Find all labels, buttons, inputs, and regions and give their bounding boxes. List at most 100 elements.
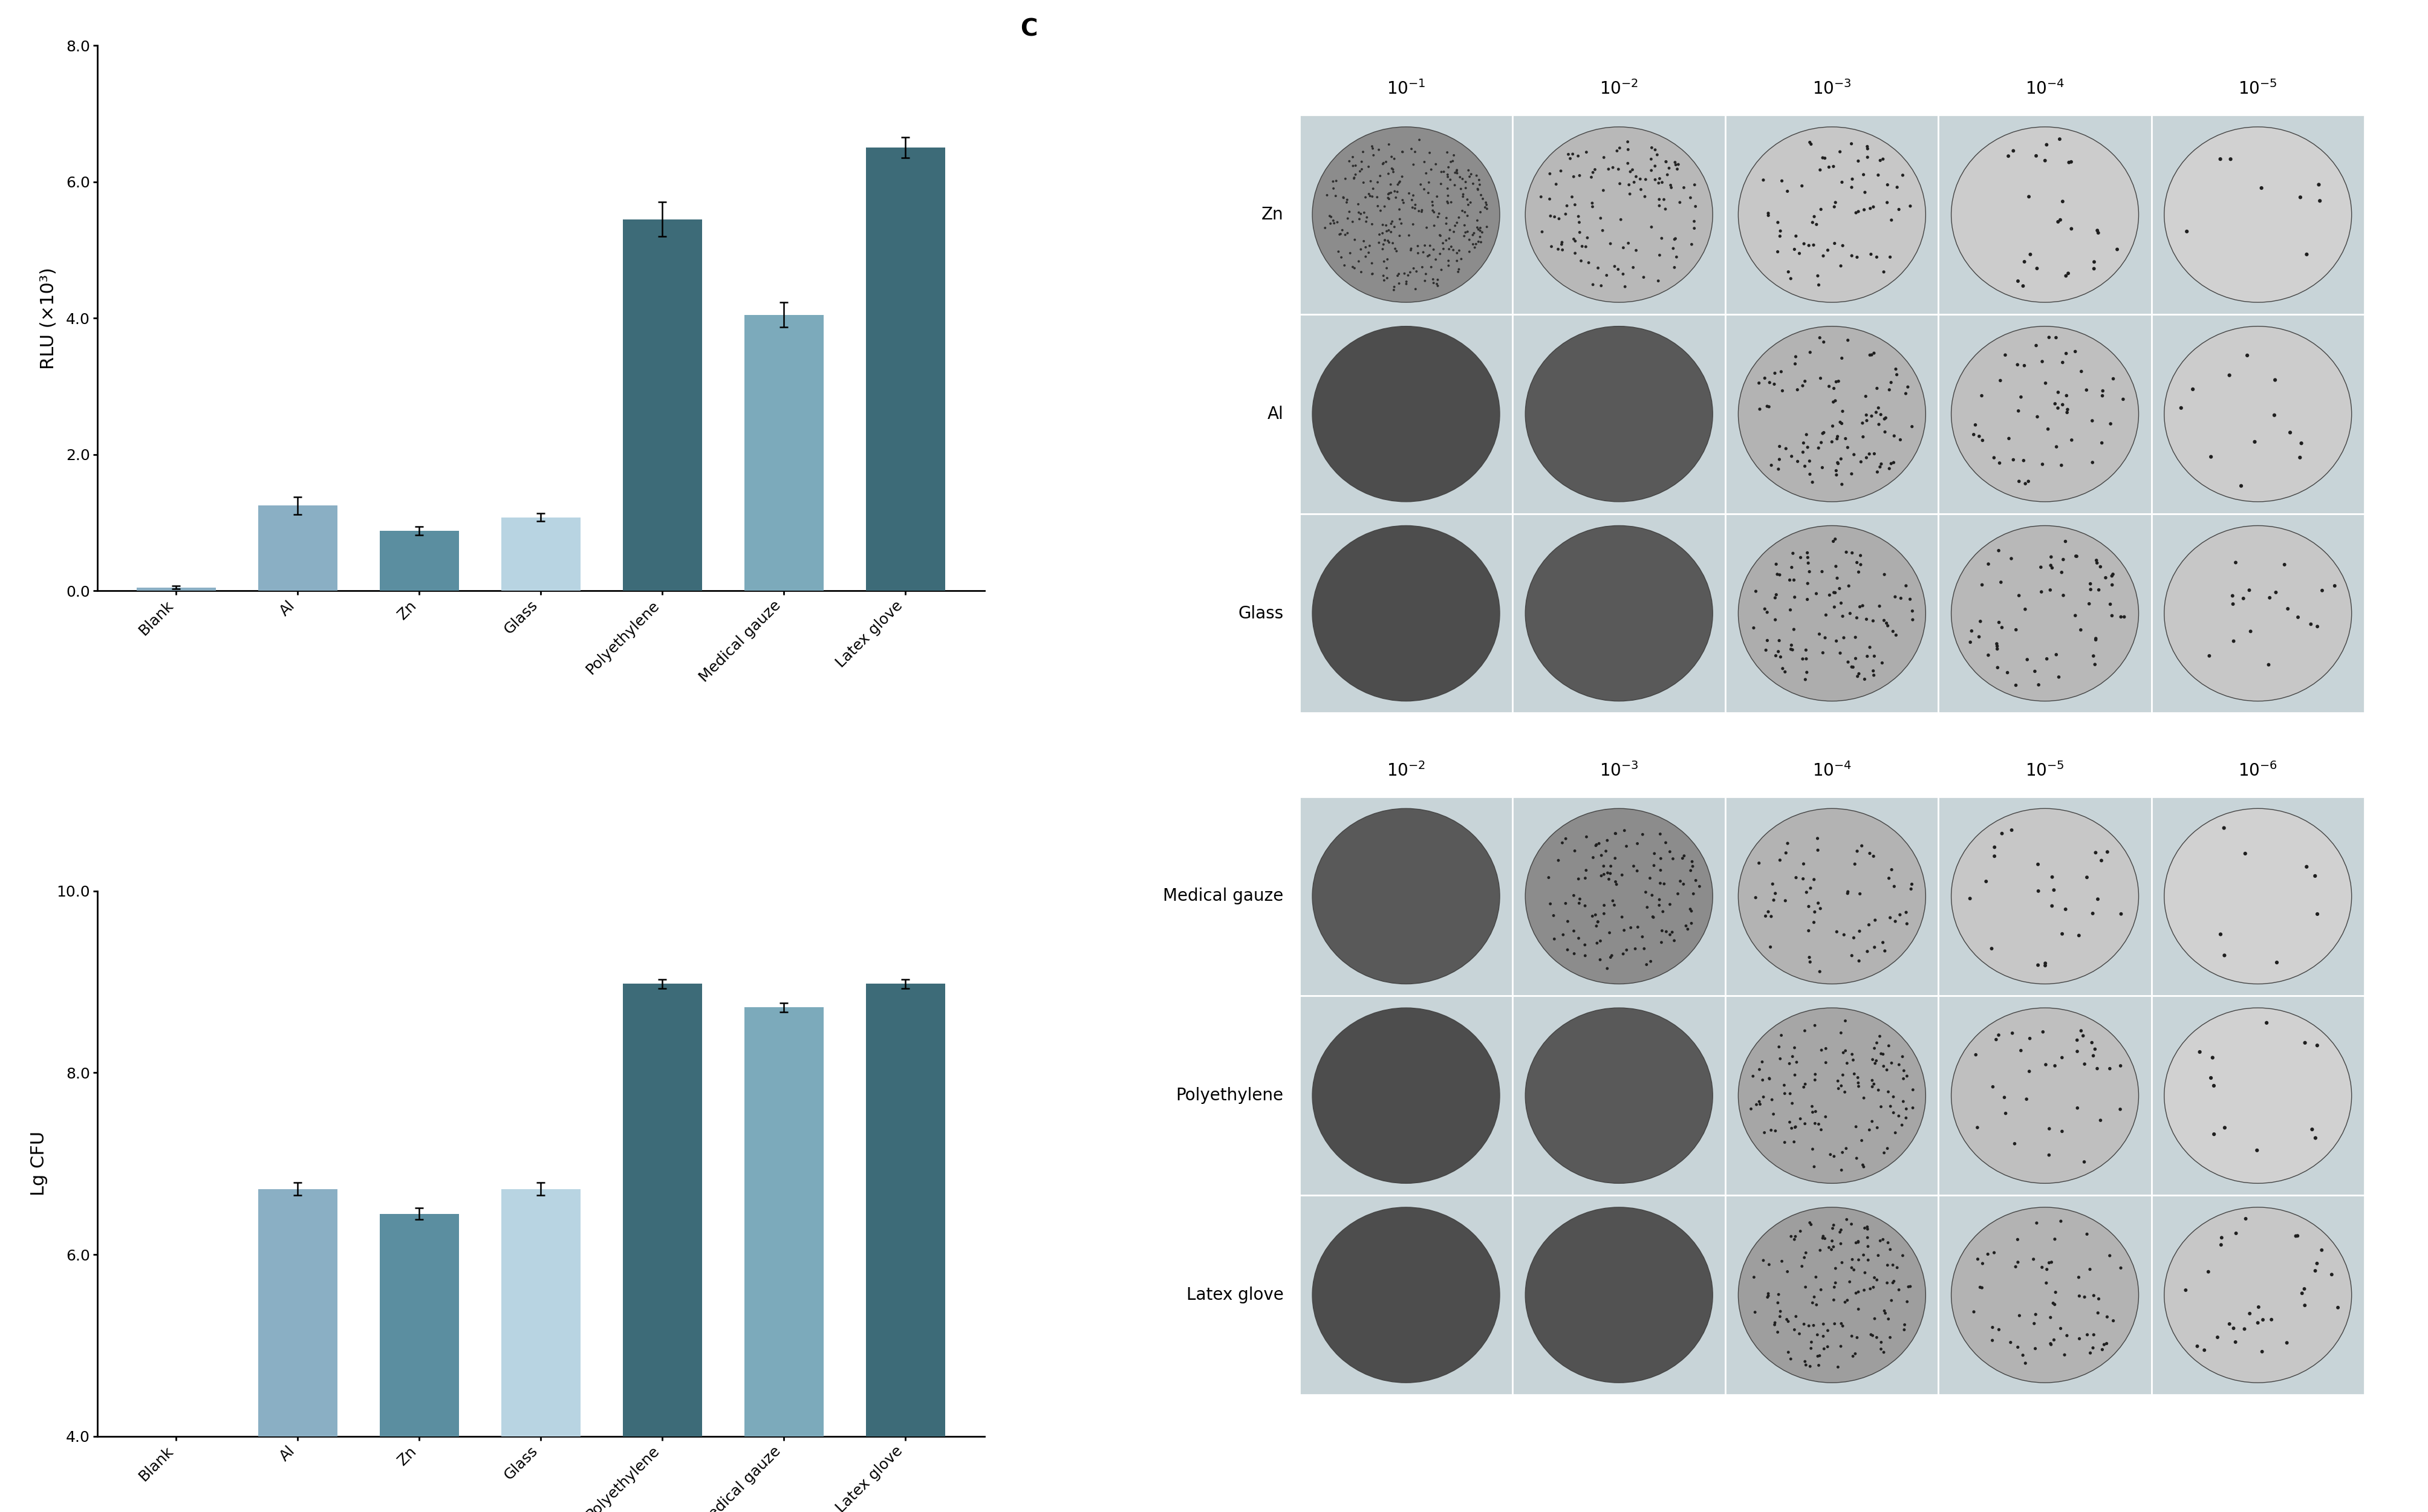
Point	[1568, 225, 1607, 249]
Point	[1789, 463, 1828, 487]
Point	[1855, 1036, 1894, 1060]
Point	[1867, 1137, 1906, 1161]
Point	[1394, 257, 1433, 281]
Point	[1857, 1116, 1896, 1140]
Point	[1326, 254, 1365, 278]
Point	[1629, 866, 1668, 891]
Point	[1785, 431, 1823, 455]
Point	[2285, 1293, 2324, 1317]
Point	[1612, 256, 1651, 280]
Point	[1348, 206, 1386, 230]
Point	[2037, 643, 2076, 667]
Point	[2066, 378, 2105, 402]
Point	[1836, 647, 1874, 671]
Point	[2081, 431, 2120, 455]
Point	[2035, 1054, 2074, 1078]
Point	[1581, 928, 1619, 953]
Point	[1442, 177, 1481, 201]
Point	[2010, 1027, 2049, 1051]
Point	[2292, 1117, 2331, 1142]
Point	[1894, 608, 1933, 632]
Point	[1760, 434, 1799, 458]
Point	[1343, 171, 1382, 195]
FancyBboxPatch shape	[1724, 996, 1938, 1196]
Text: Latex glove: Latex glove	[1185, 1287, 1284, 1303]
Point	[1578, 910, 1617, 934]
Point	[1775, 1063, 1814, 1087]
Point	[1836, 851, 1874, 875]
Point	[1433, 234, 1471, 259]
Point	[1675, 209, 1714, 233]
Point	[1343, 139, 1382, 163]
Point	[2025, 148, 2064, 172]
Point	[1746, 366, 1785, 390]
Point	[2010, 242, 2049, 266]
Point	[2008, 184, 2047, 209]
FancyBboxPatch shape	[1513, 115, 1724, 314]
Point	[1831, 1270, 1870, 1294]
Point	[1401, 172, 1440, 197]
Point	[1581, 206, 1619, 230]
Point	[1772, 541, 1811, 565]
Point	[1602, 262, 1641, 286]
Point	[1573, 845, 1612, 869]
Point	[1770, 1347, 1809, 1371]
Point	[1998, 584, 2037, 608]
Point	[2042, 393, 2081, 417]
Point	[1462, 216, 1501, 240]
Point	[1556, 240, 1595, 265]
Point	[1738, 851, 1777, 875]
Point	[1738, 370, 1777, 395]
Point	[1559, 144, 1598, 168]
Point	[1440, 239, 1479, 263]
Point	[1989, 144, 2027, 168]
Point	[1530, 162, 1568, 186]
Point	[2091, 411, 2129, 435]
Point	[1411, 256, 1450, 280]
Point	[1872, 452, 1911, 476]
Point	[1602, 906, 1641, 930]
Point	[2188, 1259, 2226, 1284]
Point	[1314, 169, 1352, 194]
Point	[1828, 575, 1867, 599]
Point	[1396, 192, 1435, 216]
Point	[1360, 231, 1399, 256]
Point	[1547, 203, 1585, 227]
Point	[1367, 266, 1406, 290]
Point	[1755, 881, 1794, 906]
Point	[1653, 921, 1692, 945]
Point	[1430, 218, 1469, 242]
Point	[1855, 1306, 1894, 1331]
Point	[1814, 529, 1853, 553]
Point	[2076, 627, 2115, 652]
Point	[1979, 1024, 2018, 1048]
Point	[1644, 187, 1683, 212]
Point	[1748, 203, 1787, 227]
Point	[2314, 573, 2353, 597]
Point	[2047, 401, 2086, 425]
Point	[2297, 1033, 2336, 1057]
Point	[1857, 1031, 1896, 1055]
Point	[1399, 234, 1437, 259]
Point	[2027, 133, 2066, 157]
Point	[1450, 159, 1488, 183]
Point	[1467, 191, 1505, 215]
Point	[1418, 206, 1457, 230]
Point	[2256, 581, 2294, 605]
Point	[1857, 1049, 1896, 1074]
Point	[1746, 638, 1785, 662]
Point	[1411, 141, 1450, 165]
Point	[1955, 413, 1993, 437]
Point	[1848, 135, 1887, 159]
Bar	[745, 1007, 823, 1512]
Point	[1316, 184, 1355, 209]
Point	[1576, 903, 1615, 927]
Point	[1797, 1099, 1836, 1123]
Point	[1357, 194, 1396, 218]
Point	[1644, 900, 1683, 924]
Point	[1379, 224, 1418, 248]
Point	[1770, 597, 1809, 621]
Point	[1768, 260, 1806, 284]
Point	[1974, 446, 2013, 470]
Point	[1836, 1231, 1874, 1255]
